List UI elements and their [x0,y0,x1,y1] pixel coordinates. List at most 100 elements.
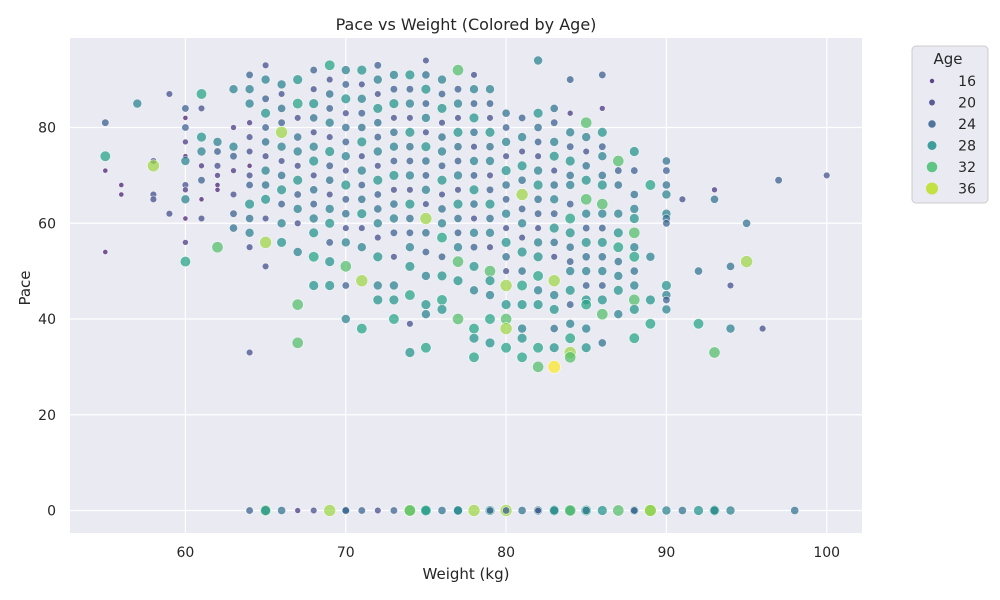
data-point [598,224,607,233]
data-point [580,193,593,206]
data-point [326,190,334,199]
data-point [533,285,543,296]
data-point [437,252,447,261]
data-point [629,146,640,157]
data-point [340,93,351,104]
data-point [421,70,431,80]
data-point [261,262,270,271]
data-point [565,285,576,296]
data-point [405,98,415,109]
data-point [566,300,575,309]
data-point [661,156,671,166]
data-point [501,137,511,147]
data-point [564,212,576,225]
data-point [629,280,640,291]
data-point [581,266,591,276]
data-point [422,200,430,208]
data-point [437,506,447,515]
data-point [516,351,528,363]
data-point [325,89,335,99]
y-axis-title: Pace [16,270,34,305]
data-point [260,194,271,205]
data-point [500,165,512,176]
x-tick-label: 60 [177,545,195,561]
data-point [308,280,319,291]
data-point [404,127,416,138]
data-point [102,249,109,255]
data-point [534,137,543,146]
data-point [726,281,735,290]
data-point [534,152,542,160]
data-point [276,218,287,229]
data-point [277,506,287,515]
legend-label: 36 [958,182,976,198]
legend-label: 20 [958,96,976,112]
data-point [532,270,544,282]
data-point [453,242,463,252]
data-point [581,252,591,262]
data-point [630,506,639,515]
data-point [276,79,287,90]
data-point [357,194,367,204]
data-point [661,189,672,200]
data-point [614,166,623,175]
legend-marker [925,182,939,195]
data-point [261,123,270,132]
data-point [599,105,606,112]
data-point [629,190,639,199]
data-point [436,304,448,315]
legend-label: 16 [958,74,976,90]
data-point [326,75,334,84]
data-point [484,198,496,210]
data-point [324,256,335,267]
data-point [740,255,753,268]
data-point [276,237,287,248]
data-point [564,504,577,517]
data-point [147,159,160,173]
data-point [645,294,656,306]
data-point [420,504,432,517]
x-axis-ticks: 60 70 80 90 100 [177,545,841,561]
data-point [245,348,254,357]
data-point [180,156,191,166]
data-point [373,133,382,142]
legend-label: 32 [958,160,976,176]
legend-title: Age [933,50,962,68]
data-point [292,247,303,257]
data-point [566,75,575,84]
data-point [549,505,559,516]
x-tick-label: 100 [813,545,840,561]
data-point [389,228,398,237]
data-point [261,137,271,147]
data-point [118,191,125,198]
data-point [502,506,511,515]
data-point [293,132,303,142]
data-point [597,127,608,138]
data-point [245,180,254,190]
data-point [308,227,319,238]
data-point [310,85,318,93]
data-point [261,94,270,103]
data-point [198,162,205,170]
data-point [517,506,527,515]
data-point [356,208,367,219]
data-point [453,505,463,516]
data-point [469,171,479,180]
data-point [532,251,544,262]
data-point [437,146,447,157]
data-point [580,299,592,311]
data-point [421,185,431,195]
data-point [165,90,174,98]
data-point [484,275,496,286]
data-point [500,299,512,310]
data-point [726,261,735,271]
gridlines [70,38,862,533]
data-point [341,195,350,204]
data-point [357,506,366,515]
data-point [597,170,607,180]
data-point [260,165,271,176]
data-point [388,98,400,109]
data-point [230,167,237,174]
data-point [436,294,448,306]
data-point [358,80,366,89]
